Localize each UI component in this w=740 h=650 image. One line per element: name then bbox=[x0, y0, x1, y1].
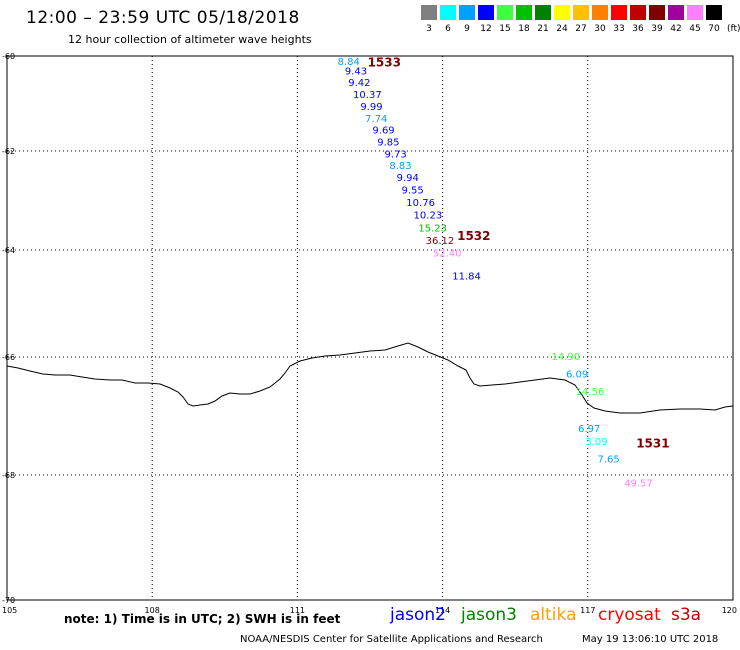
swh-label: 9.42 bbox=[348, 78, 370, 89]
legend-label: 6 bbox=[445, 24, 451, 34]
swh-label: 7.74 bbox=[365, 114, 387, 125]
pass-id-label: 1531 bbox=[636, 437, 669, 451]
credit-text: NOAA/NESDIS Center for Satellite Applica… bbox=[240, 634, 543, 645]
legend-swatch bbox=[687, 5, 703, 20]
generation-timestamp: May 19 13:06:10 UTC 2018 bbox=[582, 634, 719, 645]
legend-label: 24 bbox=[556, 24, 568, 34]
swh-label: 6.09 bbox=[566, 370, 588, 381]
footer-note: note: 1) Time is in UTC; 2) SWH is in fe… bbox=[64, 612, 341, 626]
lon-tick-label: 114 bbox=[435, 606, 450, 615]
lat-lon-grid bbox=[6, 55, 734, 601]
lat-tick-label: -62 bbox=[2, 147, 15, 156]
swh-label: 9.69 bbox=[372, 126, 394, 137]
satellite-name: cryosat bbox=[598, 605, 661, 625]
map-title: 12:00 – 23:59 UTC 05/18/2018 bbox=[26, 8, 300, 28]
swh-label: 11.84 bbox=[452, 272, 481, 283]
swh-label: 15.23 bbox=[418, 224, 447, 235]
lon-tick-label: 117 bbox=[580, 606, 595, 615]
satellite-name: jason3 bbox=[461, 605, 517, 625]
legend-label: 39 bbox=[651, 24, 663, 34]
legend-swatch bbox=[649, 5, 665, 20]
legend-swatch bbox=[421, 5, 437, 20]
legend-swatch bbox=[611, 5, 627, 20]
legend-label: 42 bbox=[670, 24, 682, 34]
swh-label: 9.43 bbox=[345, 66, 367, 77]
legend-swatch bbox=[630, 5, 646, 20]
lon-tick-label: 120 bbox=[722, 606, 737, 615]
map-frame bbox=[6, 55, 734, 601]
swh-label: 9.99 bbox=[360, 102, 382, 113]
legend-swatch bbox=[440, 5, 456, 20]
legend-swatch bbox=[535, 5, 551, 20]
legend-label: 15 bbox=[499, 24, 511, 34]
satellite-name: jason2 bbox=[390, 605, 446, 625]
pass-labels: 1533 1532 1531 bbox=[368, 56, 670, 451]
swh-label: 14.90 bbox=[552, 352, 581, 363]
legend-swatch bbox=[459, 5, 475, 20]
legend-swatch bbox=[573, 5, 589, 20]
swh-label: 8.84 bbox=[338, 57, 360, 68]
map-subtitle: 12 hour collection of altimeter wave hei… bbox=[68, 33, 312, 46]
legend-swatch bbox=[516, 5, 532, 20]
pass-id-label: 1532 bbox=[457, 229, 490, 243]
legend-label: 9 bbox=[464, 24, 470, 34]
lon-tick-label: 105 bbox=[2, 606, 17, 615]
satellite-name: altika bbox=[530, 605, 577, 625]
wave-height-observations: 8.849.439.4210.379.997.749.699.859.738.8… bbox=[338, 57, 653, 490]
swh-label: 49.57 bbox=[624, 479, 653, 490]
legend-label: 12 bbox=[480, 24, 492, 34]
swh-label: 9.55 bbox=[401, 186, 423, 197]
legend-swatch bbox=[554, 5, 570, 20]
legend-label: 70 bbox=[708, 24, 720, 34]
legend-label: 18 bbox=[518, 24, 530, 34]
lat-tick-label: -64 bbox=[2, 246, 15, 255]
lat-tick-label: -68 bbox=[2, 471, 15, 480]
swh-label: 52.40 bbox=[433, 249, 462, 260]
legend-swatch bbox=[592, 5, 608, 20]
swh-label: 9.73 bbox=[385, 149, 407, 160]
antarctic-coastline bbox=[6, 342, 734, 414]
legend-label: 21 bbox=[537, 24, 549, 34]
swh-label: 9.94 bbox=[397, 173, 419, 184]
legend-swatch bbox=[668, 5, 684, 20]
lat-tick-label: -66 bbox=[2, 353, 15, 362]
swh-label: 10.23 bbox=[414, 210, 443, 221]
legend-swatch bbox=[706, 5, 722, 20]
lat-tick-label: -70 bbox=[2, 596, 15, 605]
legend-swatch bbox=[478, 5, 494, 20]
legend-unit: (ft) bbox=[727, 24, 740, 34]
lat-tick-label: -60 bbox=[2, 52, 15, 61]
swh-label: 36.12 bbox=[426, 236, 455, 247]
legend-swatch bbox=[497, 5, 513, 20]
legend-label: 33 bbox=[613, 24, 625, 34]
legend-label: 45 bbox=[689, 24, 701, 34]
lon-tick-label: 108 bbox=[145, 606, 160, 615]
legend-label: 27 bbox=[575, 24, 587, 34]
swh-label: 8.83 bbox=[389, 161, 411, 172]
legend-label: 3 bbox=[426, 24, 432, 34]
swh-label: 7.65 bbox=[597, 454, 619, 465]
pass-id-label: 1533 bbox=[368, 56, 401, 70]
satellite-name: s3a bbox=[671, 605, 702, 625]
swh-label: 9.85 bbox=[377, 138, 399, 149]
swh-label: 6.97 bbox=[578, 424, 600, 435]
legend-label: 36 bbox=[632, 24, 644, 34]
swh-label: 10.37 bbox=[353, 90, 382, 101]
swh-label: 14.56 bbox=[576, 387, 605, 398]
lon-tick-label: 111 bbox=[290, 606, 305, 615]
legend-label: 30 bbox=[594, 24, 606, 34]
swh-label: 10.76 bbox=[406, 198, 435, 209]
swh-label: 3.09 bbox=[585, 437, 607, 448]
